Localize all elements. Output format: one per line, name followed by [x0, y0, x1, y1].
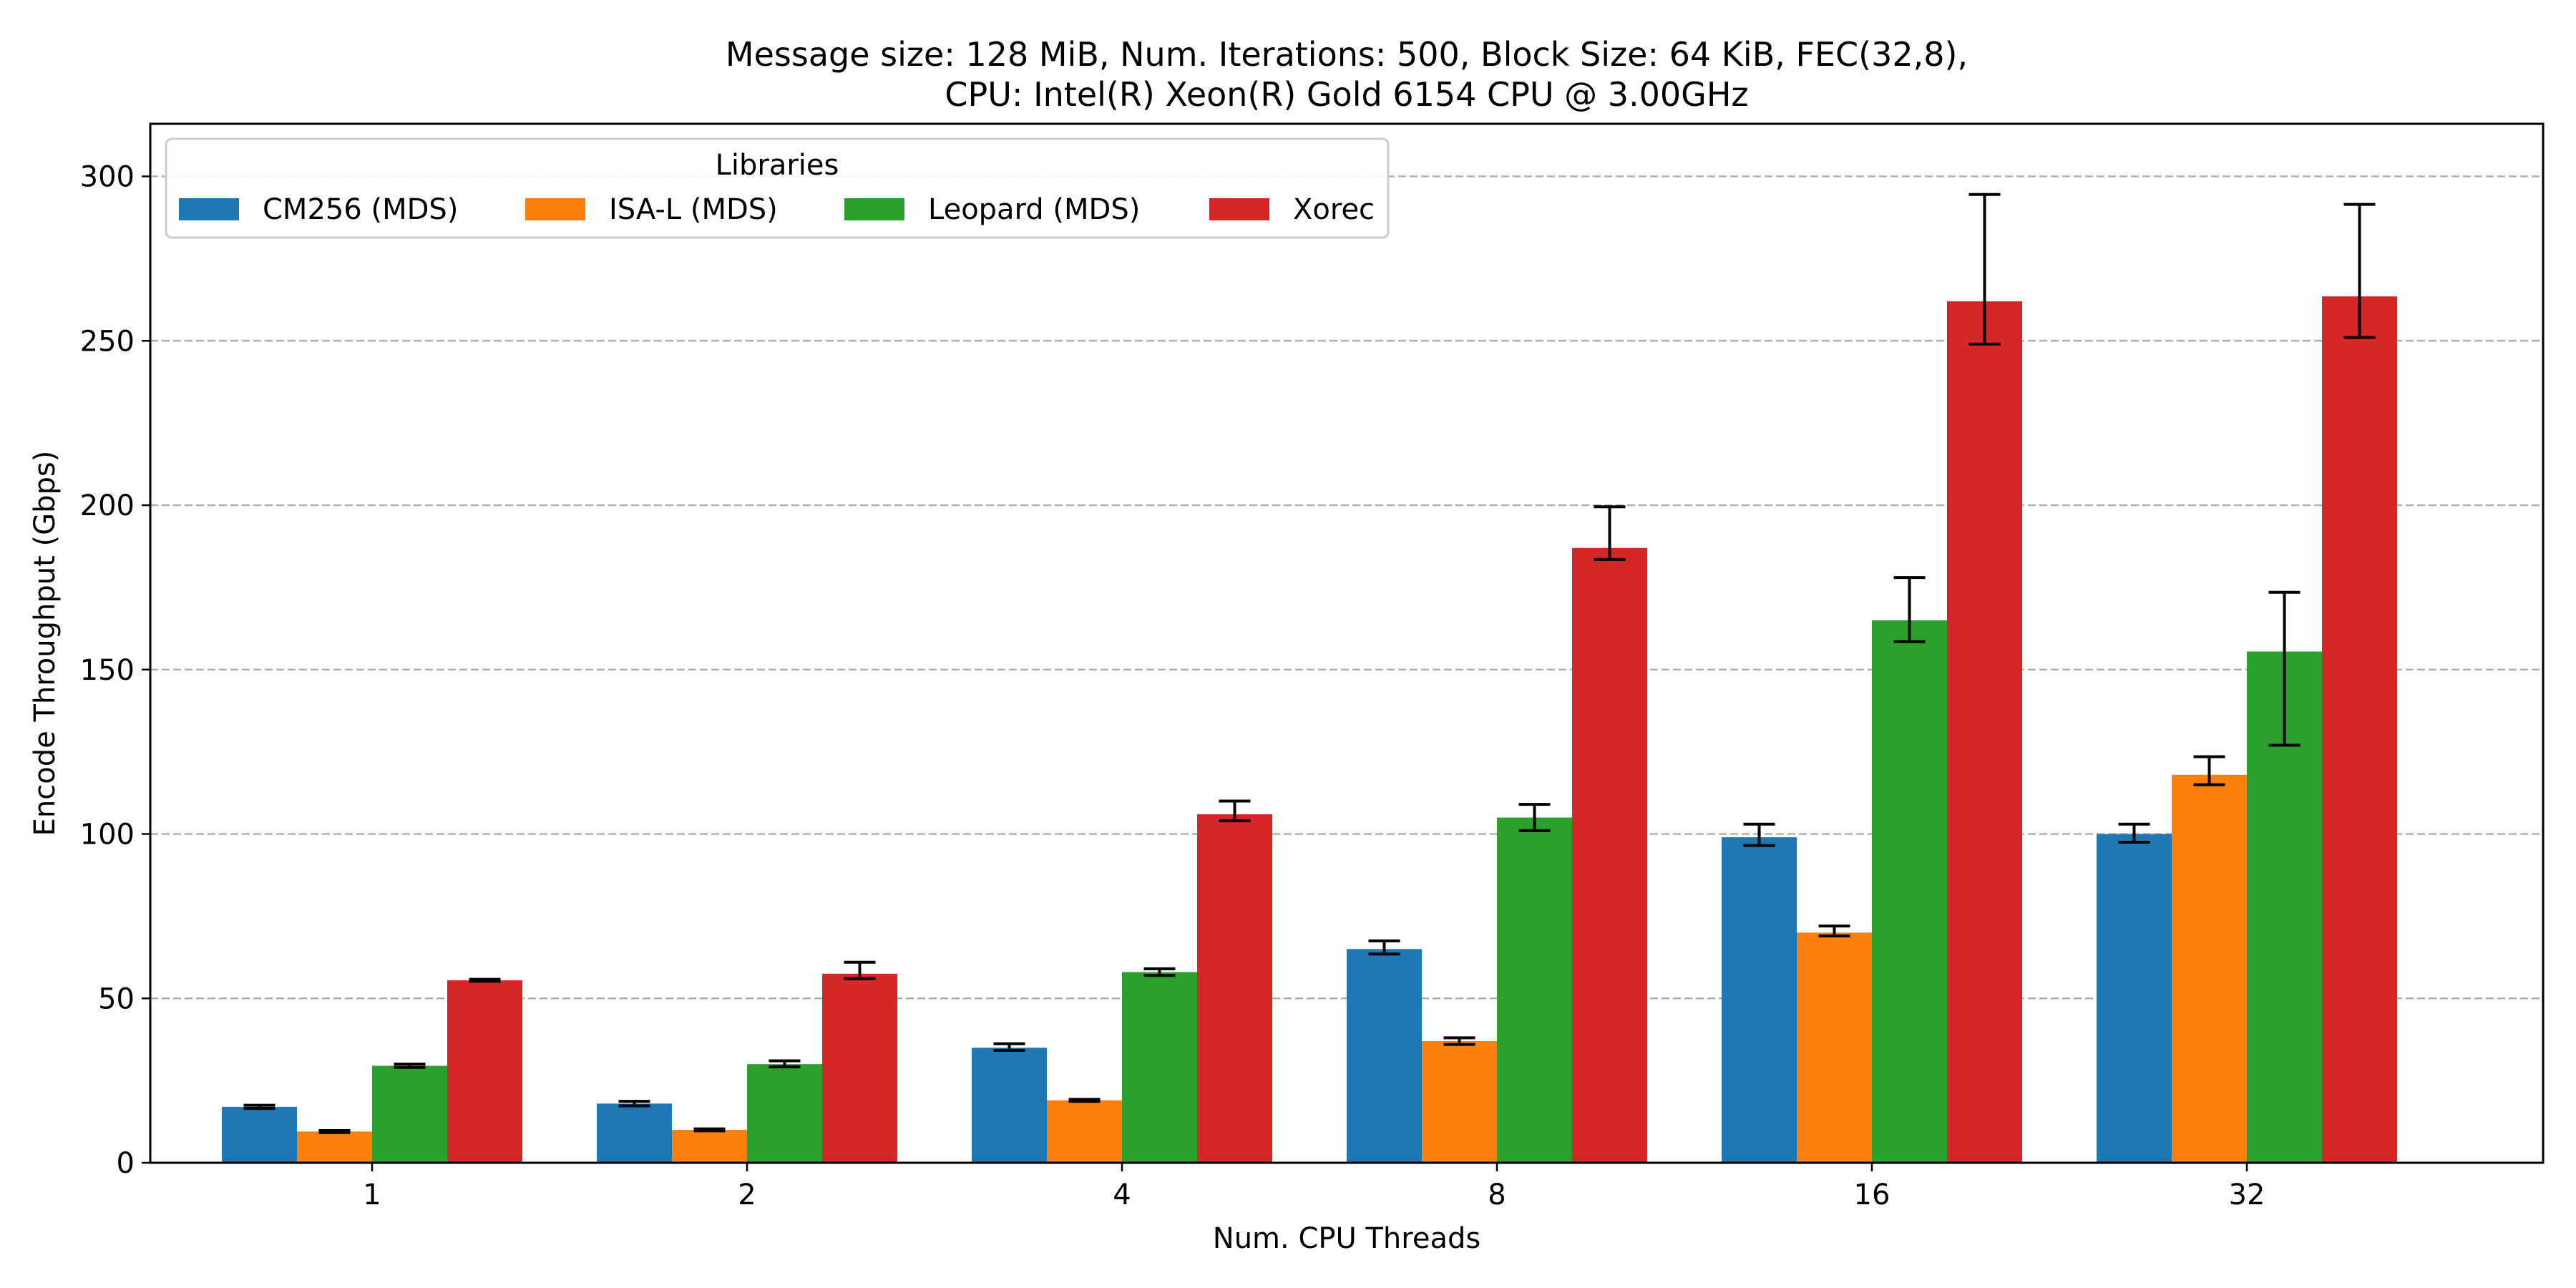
bar — [747, 1064, 822, 1163]
y-axis-ticks: 0 50 100 150 200 250 300 — [80, 161, 150, 1180]
legend-label: Leopard (MDS) — [928, 193, 1140, 226]
legend-swatch — [844, 198, 904, 220]
chart-title-line-2: CPU: Intel(R) Xeon(R) Gold 6154 CPU @ 3.… — [945, 75, 1748, 114]
legend-box — [165, 137, 1390, 239]
bar — [1047, 1100, 1122, 1163]
legend-swatch — [525, 198, 585, 220]
bar — [297, 1131, 372, 1163]
bar — [972, 1048, 1047, 1163]
x-tick-label: 4 — [1113, 1179, 1131, 1211]
bar — [1797, 932, 1872, 1163]
x-tick-label: 1 — [363, 1179, 381, 1211]
x-axis-label: Num. CPU Threads — [1213, 1222, 1480, 1255]
bar — [1872, 620, 1947, 1163]
bar — [597, 1103, 672, 1163]
x-tick-label: 16 — [1854, 1179, 1890, 1211]
legend-title: Libraries — [716, 149, 839, 182]
y-tick-label: 250 — [80, 325, 135, 358]
y-axis-label: Encode Throughput (Gbps) — [29, 451, 62, 836]
bar — [1947, 301, 2022, 1163]
y-tick-label: 0 — [117, 1147, 135, 1180]
bar — [447, 980, 522, 1163]
legend-swatch — [1209, 198, 1269, 220]
chart-title-line-1: Message size: 128 MiB, Num. Iterations: … — [726, 35, 1968, 74]
bar — [1497, 817, 1572, 1163]
plot-frame — [149, 122, 2545, 1164]
x-tick-label: 32 — [2229, 1179, 2265, 1211]
bars — [222, 296, 2397, 1163]
bar — [2097, 834, 2172, 1163]
bar — [1197, 814, 1272, 1163]
legend-label: Xorec — [1293, 193, 1375, 226]
bar — [2172, 774, 2247, 1163]
y-tick-label: 100 — [80, 819, 135, 852]
y-tick-label: 150 — [80, 654, 135, 687]
y-tick-label: 300 — [80, 161, 135, 194]
bar — [222, 1106, 297, 1163]
bar — [822, 973, 897, 1163]
bar — [1422, 1040, 1497, 1163]
legend-swatch — [179, 198, 239, 220]
legend-label: ISA-L (MDS) — [609, 193, 778, 226]
legend: Libraries CM256 (MDS) ISA-L (MDS) Leopard … — [165, 137, 1390, 239]
legend-label: CM256 (MDS) — [263, 193, 458, 226]
y-tick-label: 200 — [80, 489, 135, 522]
bar — [1347, 949, 1422, 1163]
error-bars — [243, 192, 2376, 1134]
bar — [372, 1065, 447, 1163]
bar — [1572, 547, 1647, 1163]
x-axis-ticks: 1 2 4 8 16 32 — [363, 1163, 2265, 1211]
y-tick-label: 50 — [98, 982, 135, 1015]
bar — [2322, 296, 2397, 1163]
x-tick-label: 8 — [1488, 1179, 1506, 1211]
bar — [1722, 837, 1797, 1163]
x-tick-label: 2 — [738, 1179, 756, 1211]
bar — [672, 1130, 747, 1163]
bar — [1122, 972, 1197, 1163]
